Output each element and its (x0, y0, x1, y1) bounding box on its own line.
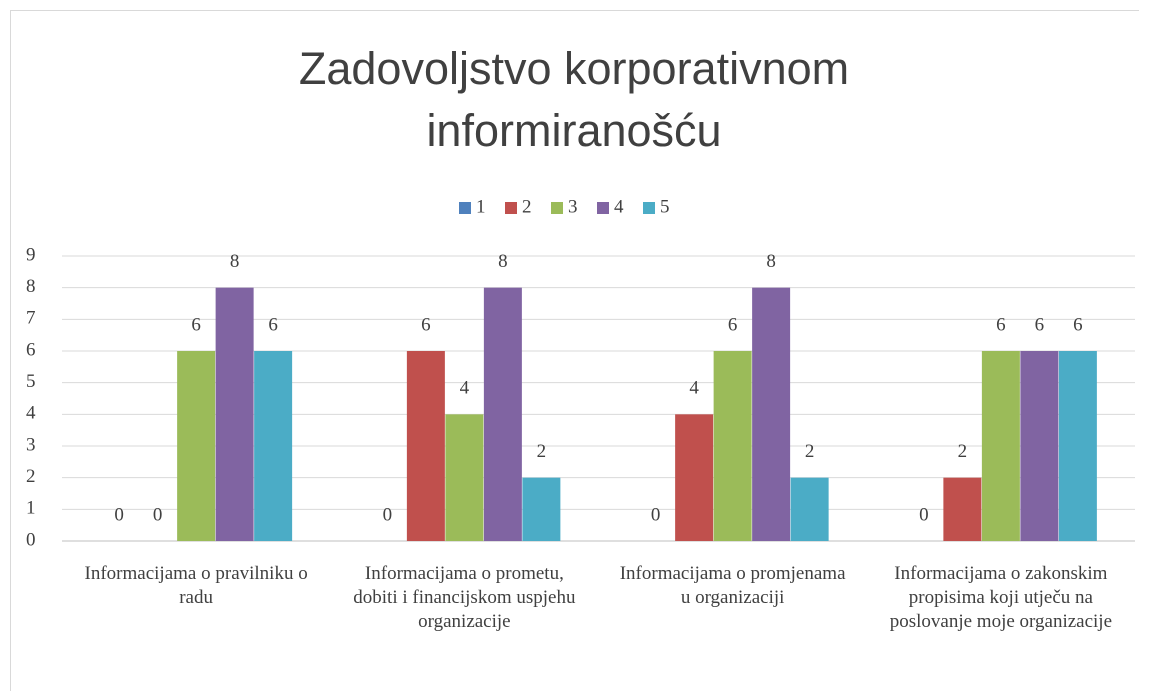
bar (522, 477, 561, 541)
chart-title: Zadovoljstvo korporativnom informiranošć… (298, 43, 850, 156)
y-tick-label: 8 (26, 276, 36, 297)
y-tick-label: 5 (26, 371, 36, 392)
y-tick-label: 3 (26, 434, 36, 455)
bar (790, 477, 829, 541)
data-label: 6 (1035, 314, 1045, 335)
legend-label: 2 (522, 196, 532, 217)
bar (981, 351, 1020, 541)
bar (483, 287, 522, 541)
bar (406, 351, 445, 541)
bar (943, 477, 982, 541)
y-tick-label: 9 (26, 244, 36, 265)
x-tick-label: Informacijama o zakonskim propisima koji… (889, 563, 1113, 632)
data-label: 0 (153, 504, 163, 525)
data-label: 0 (919, 504, 929, 525)
legend-label: 3 (568, 196, 578, 217)
x-tick-label: Informacijama o promjenama u organizacij… (619, 563, 846, 608)
data-label: 0 (383, 504, 393, 525)
data-label: 2 (958, 441, 968, 462)
data-label: 2 (537, 441, 547, 462)
x-tick-label: Informacijama o pravilniku o radu (84, 563, 308, 608)
legend-swatch (505, 202, 517, 214)
data-label: 6 (191, 314, 201, 335)
y-tick-label: 7 (26, 308, 36, 329)
data-label: 4 (460, 378, 470, 399)
data-label: 0 (651, 504, 661, 525)
legend-swatch (551, 202, 563, 214)
legend-label: 4 (614, 196, 624, 217)
y-tick-label: 4 (26, 403, 36, 424)
chart-frame (10, 10, 1139, 691)
data-label: 6 (1073, 314, 1083, 335)
data-label: 4 (689, 378, 699, 399)
data-label: 6 (421, 314, 431, 335)
y-tick-label: 6 (26, 339, 36, 360)
bar (215, 287, 254, 541)
bar (713, 351, 752, 541)
data-label: 2 (805, 441, 815, 462)
bar (752, 287, 791, 541)
legend-swatch (459, 202, 471, 214)
legend-label: 5 (660, 196, 670, 217)
y-tick-label: 2 (26, 466, 36, 487)
x-tick-label: Informacijama o prometu, dobiti i financ… (353, 563, 576, 632)
data-label: 0 (114, 504, 124, 525)
bar (254, 351, 293, 541)
legend-swatch (597, 202, 609, 214)
y-tick-label: 1 (26, 498, 36, 519)
legend-label: 1 (476, 196, 486, 217)
bar (1058, 351, 1097, 541)
data-label: 6 (268, 314, 278, 335)
data-label: 8 (766, 251, 776, 272)
data-label: 6 (996, 314, 1006, 335)
legend-swatch (643, 202, 655, 214)
data-label: 8 (498, 251, 508, 272)
bar (1020, 351, 1059, 541)
bar (675, 414, 714, 541)
data-label: 8 (230, 251, 240, 272)
y-tick-label: 0 (26, 529, 36, 550)
bar (445, 414, 484, 541)
data-label: 6 (728, 314, 738, 335)
bar (177, 351, 216, 541)
